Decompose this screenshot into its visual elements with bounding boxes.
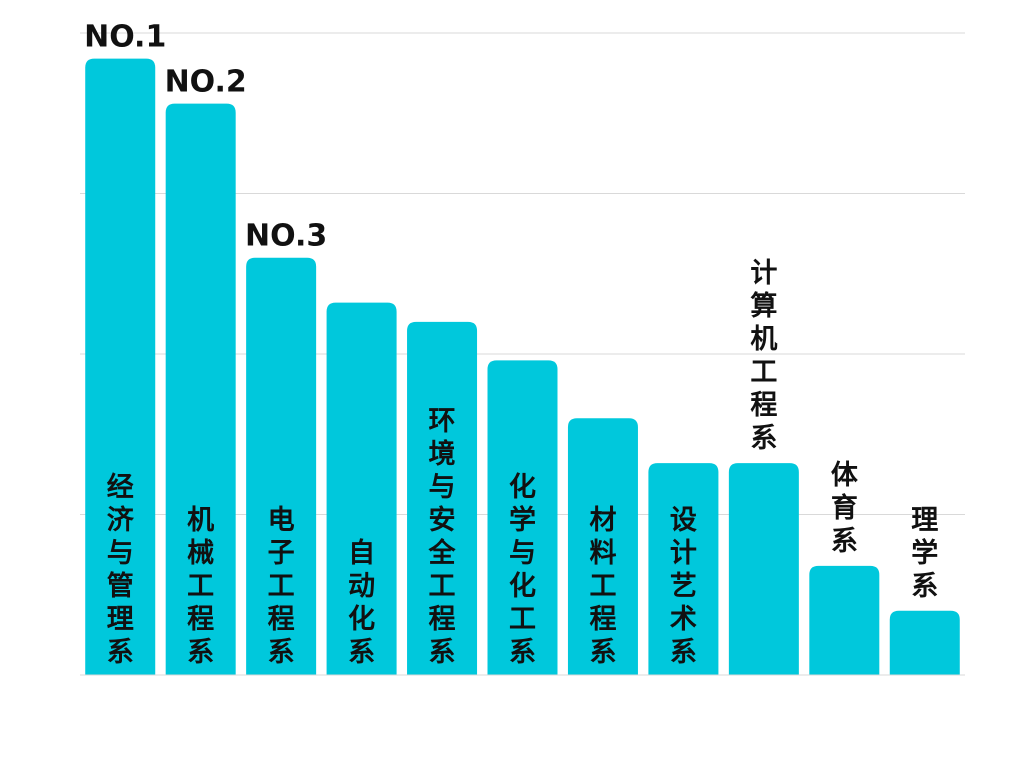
category-label: 环境与安全工程系 bbox=[428, 406, 457, 668]
bar bbox=[648, 463, 719, 675]
bar bbox=[809, 565, 880, 675]
category-labels: 经济与管理系 机械工程系 电子工程系 自动化系 环境与安全工程系 化学与化工系 材料工程系 设… bbox=[107, 258, 939, 668]
bar bbox=[407, 321, 478, 675]
category-label: 设计艺术系 bbox=[670, 505, 697, 668]
category-label: 自动化系 bbox=[348, 537, 375, 668]
bar bbox=[246, 257, 317, 675]
bar bbox=[889, 610, 960, 675]
category-label: 理学系 bbox=[911, 505, 938, 602]
category-label: 经济与管理系 bbox=[107, 471, 135, 668]
bars bbox=[85, 58, 960, 676]
bar bbox=[487, 360, 558, 675]
category-label: 计算机工程系 bbox=[750, 258, 777, 454]
bar bbox=[85, 58, 156, 676]
rank-label: NO.1 bbox=[84, 20, 166, 55]
rank-label: NO.2 bbox=[165, 65, 247, 100]
category-label: 化学与化工系 bbox=[509, 472, 536, 668]
category-label: 体育系 bbox=[831, 460, 859, 557]
bar bbox=[728, 463, 799, 675]
category-label: 机械工程系 bbox=[187, 505, 214, 668]
bar bbox=[326, 302, 397, 675]
bar bbox=[567, 418, 638, 675]
rank-label: NO.3 bbox=[245, 219, 327, 254]
rank-labels: NO.1 NO.2 NO.3 bbox=[84, 20, 327, 254]
category-label: 材料工程系 bbox=[589, 505, 616, 668]
bar bbox=[165, 103, 236, 676]
category-label: 电子工程系 bbox=[268, 505, 295, 668]
